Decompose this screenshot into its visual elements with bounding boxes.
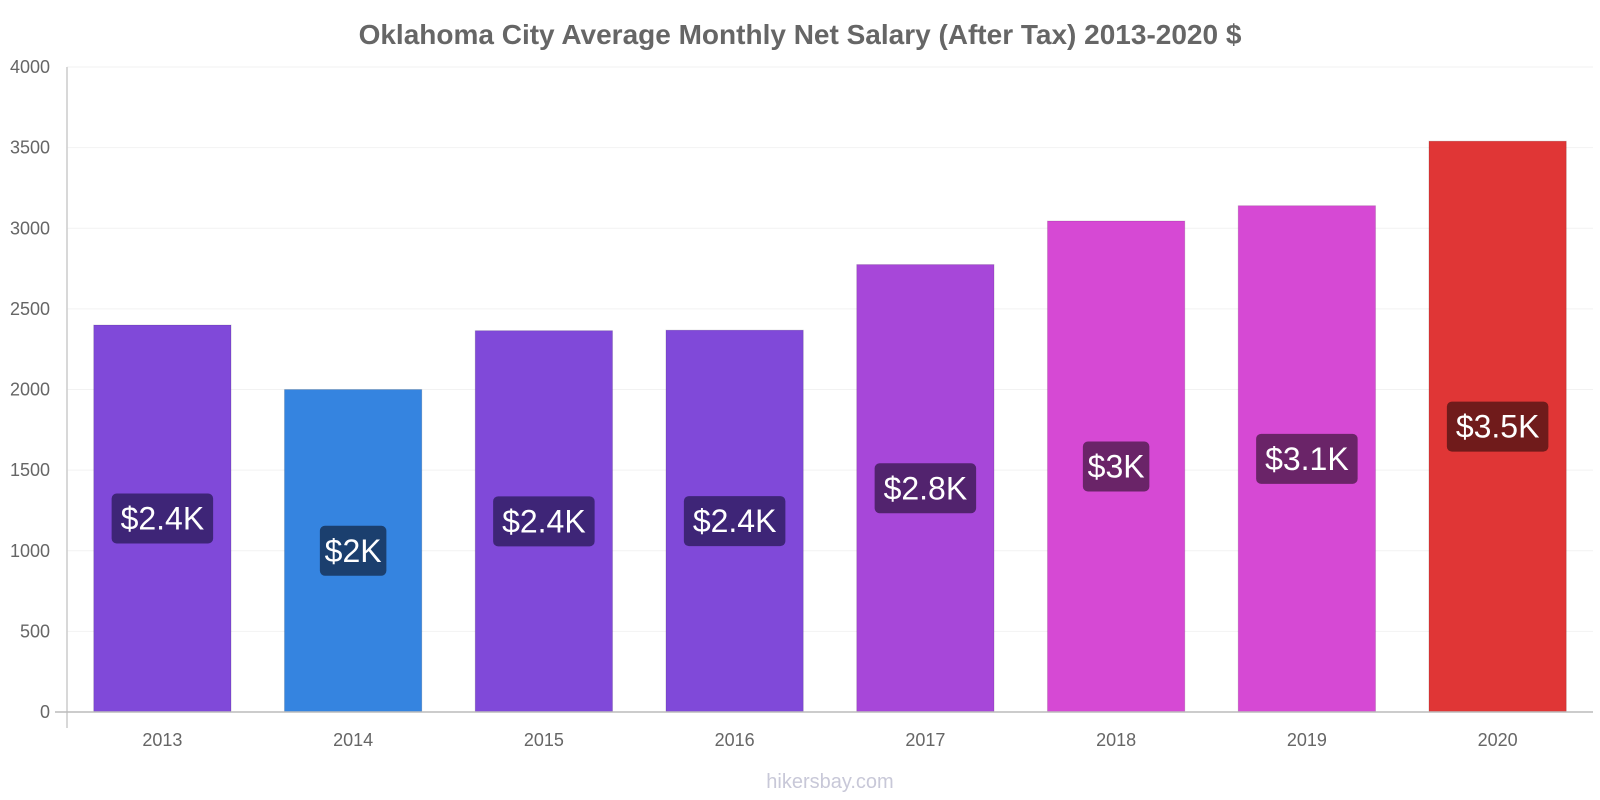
x-tick-label: 2016 [715, 730, 755, 750]
y-tick-label: 0 [40, 702, 50, 722]
data-label: $2.4K [121, 501, 205, 537]
data-label: $2K [325, 533, 382, 569]
y-axis-ticks: 0 500 1000 1500 2000 2500 3000 3500 4000 [10, 57, 50, 722]
bars [94, 141, 1567, 712]
data-label: $2.8K [884, 470, 968, 506]
x-axis-ticks: 2013 2014 2015 2016 2017 2018 2019 2020 [142, 730, 1517, 750]
x-tick-label: 2013 [142, 730, 182, 750]
y-tick-label: 1500 [10, 460, 50, 480]
x-tick-label: 2019 [1287, 730, 1327, 750]
data-label: $3.5K [1456, 409, 1540, 445]
data-label: $2.4K [693, 503, 777, 539]
watermark: hikersbay.com [766, 771, 893, 793]
y-tick-label: 1000 [10, 541, 50, 561]
y-tick-label: 3500 [10, 138, 50, 158]
chart-title: Oklahoma City Average Monthly Net Salary… [359, 19, 1242, 50]
data-label: $3K [1088, 448, 1145, 484]
y-tick-label: 4000 [10, 57, 50, 77]
y-tick-label: 2500 [10, 299, 50, 319]
x-tick-label: 2014 [333, 730, 373, 750]
y-tick-label: 3000 [10, 218, 50, 238]
x-tick-label: 2015 [524, 730, 564, 750]
x-tick-label: 2017 [905, 730, 945, 750]
x-tick-label: 2020 [1478, 730, 1518, 750]
x-tick-label: 2018 [1096, 730, 1136, 750]
data-label: $2.4K [502, 503, 586, 539]
data-label: $3.1K [1265, 441, 1349, 477]
y-tick-label: 2000 [10, 380, 50, 400]
y-tick-label: 500 [20, 621, 50, 641]
